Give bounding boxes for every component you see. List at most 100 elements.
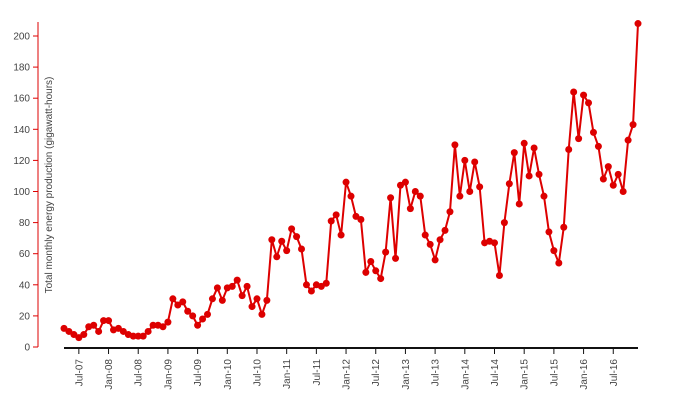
data-point — [179, 298, 187, 306]
data-point — [322, 279, 330, 287]
data-point — [575, 135, 583, 143]
x-tick-label: Jan-11 — [282, 359, 293, 389]
data-point — [332, 211, 340, 219]
data-point — [302, 281, 310, 289]
data-point — [466, 187, 474, 195]
data-point — [426, 240, 434, 248]
data-point — [377, 275, 385, 283]
data-point — [238, 292, 246, 300]
data-point — [387, 194, 395, 202]
x-tick-label: Jul-09 — [193, 359, 204, 387]
data-point — [495, 271, 503, 279]
data-point — [461, 156, 469, 164]
y-axis-label: Total monthly energy production (gigawat… — [44, 77, 55, 294]
x-tick-label: Jul-10 — [252, 359, 263, 387]
y-tick-label: 120 — [13, 156, 30, 167]
data-point — [421, 231, 429, 239]
data-point — [565, 146, 573, 154]
x-tick-label: Jul-16 — [609, 359, 620, 387]
data-point — [337, 231, 345, 239]
data-point — [471, 158, 479, 166]
data-point — [327, 217, 335, 225]
data-point — [624, 136, 632, 144]
data-point — [525, 172, 533, 180]
data-point — [243, 282, 251, 290]
x-tick-label: Jan-13 — [401, 359, 412, 390]
data-point — [416, 192, 424, 200]
data-point — [609, 181, 617, 189]
x-tick-label: Jan-16 — [579, 359, 590, 390]
data-point — [233, 276, 241, 284]
data-point — [362, 268, 370, 276]
data-point — [288, 225, 296, 233]
data-point — [619, 187, 627, 195]
data-point — [268, 236, 276, 244]
data-point — [431, 256, 439, 264]
y-tick-label: 80 — [19, 218, 31, 229]
data-point — [194, 321, 202, 329]
x-tick-label: Jan-15 — [520, 359, 531, 390]
data-point — [263, 296, 271, 304]
data-point — [401, 178, 409, 186]
data-point — [189, 312, 197, 320]
x-tick-label: Jan-09 — [163, 359, 174, 390]
data-point — [80, 331, 88, 339]
data-point — [293, 233, 301, 241]
data-point — [580, 91, 588, 99]
y-tick-label: 60 — [19, 249, 31, 260]
data-point — [436, 236, 444, 244]
data-point — [129, 332, 137, 340]
y-tick-label: 100 — [13, 187, 30, 198]
y-tick-label: 40 — [19, 280, 31, 291]
data-point — [169, 295, 177, 303]
data-point — [500, 219, 508, 227]
data-point — [347, 192, 355, 200]
data-point — [278, 237, 286, 245]
y-tick-label: 180 — [13, 63, 30, 74]
data-point — [228, 282, 236, 290]
data-point — [90, 321, 98, 329]
data-point — [614, 170, 622, 178]
x-tick-label: Jan-10 — [223, 359, 234, 390]
data-point — [199, 315, 207, 323]
y-tick-label: 0 — [24, 343, 30, 354]
data-point — [589, 128, 597, 136]
data-point — [218, 296, 226, 304]
x-tick-label: Jul-12 — [371, 359, 382, 387]
data-point — [392, 254, 400, 262]
data-point — [570, 88, 578, 96]
data-point — [95, 327, 103, 335]
data-point — [372, 267, 380, 275]
y-tick-label: 200 — [13, 31, 30, 42]
x-tick-label: Jan-08 — [104, 359, 115, 390]
data-point — [629, 121, 637, 129]
data-point — [134, 332, 142, 340]
data-point — [342, 178, 350, 186]
data-point — [406, 205, 414, 213]
data-point — [505, 180, 513, 188]
data-point — [357, 215, 365, 223]
data-point — [594, 142, 602, 150]
data-point — [184, 307, 192, 315]
data-point — [283, 247, 291, 255]
data-point — [149, 321, 157, 329]
data-point — [248, 303, 256, 311]
y-tick-label: 20 — [19, 311, 31, 322]
data-point — [105, 317, 113, 325]
data-point — [411, 187, 419, 195]
data-point — [585, 99, 593, 107]
x-tick-label: Jan-12 — [342, 359, 353, 390]
data-point — [144, 327, 152, 335]
data-point — [298, 245, 306, 253]
data-point — [535, 170, 543, 178]
x-tick-label: Jul-11 — [312, 359, 323, 386]
data-point — [599, 175, 607, 183]
data-point — [540, 192, 548, 200]
x-tick-label: Jul-15 — [549, 359, 560, 387]
data-point — [456, 192, 464, 200]
data-point — [555, 259, 563, 267]
data-point — [367, 257, 375, 265]
data-point — [213, 284, 221, 292]
data-point — [520, 139, 528, 147]
data-line — [63, 23, 639, 339]
